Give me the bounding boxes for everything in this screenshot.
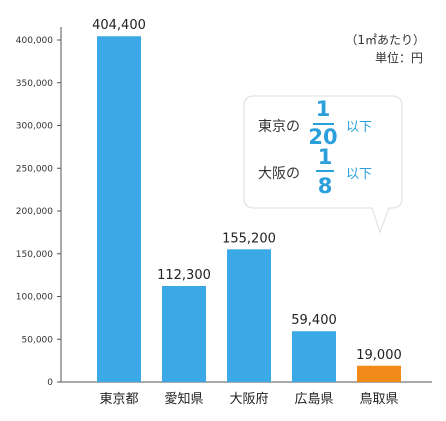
y-tick-label: 150,000 (16, 250, 53, 260)
y-tick-label: 350,000 (16, 79, 53, 89)
category-labels: 東京都 愛知県 大阪府 広島県 鳥取県 (99, 391, 398, 407)
bar (227, 249, 271, 382)
unit-note-line1: （1㎡あたり） (345, 33, 425, 47)
bars (97, 36, 401, 382)
callout-row2-label: 大阪の (258, 166, 300, 182)
category-label: 愛知県 (164, 391, 203, 407)
bar-value-label: 19,000 (356, 348, 402, 363)
y-tick-label: 300,000 (16, 122, 53, 132)
bar (162, 285, 206, 382)
bar-value-label: 59,400 (291, 313, 337, 328)
y-tick-label: 250,000 (16, 164, 53, 174)
y-ticks: 0 50,000 100,000 150,000 200,000 250,000 300,0… (16, 36, 61, 388)
y-tick-label: 400,000 (16, 36, 53, 46)
y-tick-label: 50,000 (22, 335, 54, 345)
value-labels: 404,400 112,300 155,200 59,400 19,000 (92, 18, 402, 363)
y-tick-label: 100,000 (16, 293, 53, 303)
bar-value-label: 155,200 (222, 231, 276, 246)
callout-bubble (243, 95, 403, 234)
unit-note-line2: 単位：円 (375, 50, 423, 65)
callout-row1-label: 東京の (258, 119, 300, 135)
category-label: 鳥取県 (359, 392, 398, 407)
callout-row1-suffix: 以下 (346, 120, 372, 135)
y-tick-label: 200,000 (16, 207, 53, 217)
y-tick-label: 0 (47, 378, 53, 388)
category-label: 広島県 (294, 392, 333, 407)
comparison-callout: 東京の 1 20 以下 大阪の 1 8 以下 (243, 95, 403, 234)
bar (97, 36, 141, 382)
bar-value-label: 112,300 (157, 268, 211, 283)
category-label: 東京都 (99, 391, 138, 407)
callout-row2-denominator: 8 (318, 174, 333, 198)
bar (357, 365, 401, 382)
callout-row1-numerator: 1 (316, 97, 331, 121)
callout-row2-suffix: 以下 (346, 167, 372, 182)
callout-row1-denominator: 20 (308, 125, 337, 149)
bar (292, 331, 336, 382)
category-label: 大阪府 (229, 392, 268, 407)
bar-value-label: 404,400 (92, 18, 146, 33)
callout-row2-numerator: 1 (318, 145, 333, 169)
